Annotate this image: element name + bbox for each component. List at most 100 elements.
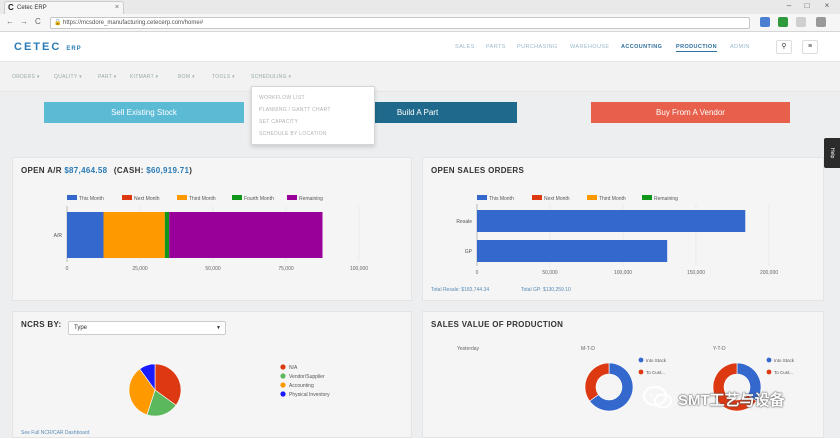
legend-dot [280, 382, 286, 388]
nav-admin[interactable]: ADMIN [730, 44, 750, 50]
x-tick-label: 75,000 [278, 266, 294, 272]
reload-button[interactable]: C [35, 17, 41, 26]
y-category-label: A/R [54, 233, 63, 239]
ncr-dashboard-link[interactable]: See Full NCR/CAR Dashboard [21, 430, 90, 436]
caret-down-icon: ▼ [216, 325, 221, 331]
bar-this-month [477, 240, 668, 262]
window-close-icon[interactable]: × [824, 1, 830, 10]
legend-label: To Cust... [774, 370, 793, 375]
legend-label: Third Month [599, 196, 626, 202]
nav-production[interactable]: PRODUCTION [676, 44, 717, 52]
close-icon[interactable]: × [114, 4, 119, 11]
legend-label: Accounting [289, 383, 314, 389]
subnav-quality[interactable]: QUALITY ▾ [54, 74, 82, 80]
pie-slice-into-stock [589, 362, 634, 412]
legend-label: Into Stock [774, 358, 795, 363]
scheduling-dropdown: WORKFLOW LIST PLANNING / GANTT CHART SET… [251, 86, 375, 145]
url-bar[interactable]: 🔒 https://mcsdore_manufacturing.cetecerp… [50, 17, 750, 29]
legend-label: Physical Inventory [289, 392, 330, 398]
bar-third-month [103, 212, 165, 258]
legend-label: This Month [489, 196, 514, 202]
minimize-icon[interactable]: – [786, 1, 792, 10]
cash-label: (CASH: [113, 166, 144, 175]
legend-label: Fourth Month [244, 196, 274, 202]
legend-swatch [587, 195, 597, 200]
dropdown-item-workflow-list[interactable]: WORKFLOW LIST [259, 95, 305, 101]
x-tick-label: 100,000 [614, 270, 632, 276]
bar-this-month [67, 212, 104, 258]
legend-label: Vendor/Supplier [289, 374, 325, 380]
cash-amount[interactable]: $60,919.71 [146, 166, 190, 175]
open-ar-amount[interactable]: $87,464.58 [64, 166, 108, 175]
cash-close: ) [189, 166, 193, 175]
browser-toolbar: ← → C 🔒 https://mcsdore_manufacturing.ce… [0, 14, 840, 32]
total-gp[interactable]: Total GP: $130,259.10 [521, 287, 571, 293]
subnav-scheduling[interactable]: SCHEDULING ▾ [251, 74, 292, 80]
nav-parts[interactable]: PARTS [486, 44, 506, 50]
sub-navigation: ORDERS ▾ QUALITY ▾ PART ▾ KITMART ▾ BOM … [0, 62, 840, 92]
legend-dot [280, 391, 286, 397]
pie-slice-physical-inventory [139, 363, 156, 391]
menu-icon[interactable] [816, 17, 826, 27]
bar-this-month [477, 210, 746, 232]
lock-icon: 🔒 [54, 20, 62, 26]
cetec-favicon-icon: C [8, 3, 14, 12]
legend-label: This Month [79, 196, 104, 202]
search-button[interactable]: ⚲ [776, 40, 792, 54]
legend-swatch [177, 195, 187, 200]
x-tick-label: 100,000 [350, 266, 368, 272]
sell-existing-stock-button[interactable]: Sell Existing Stock [44, 102, 244, 123]
select-value: Type [74, 325, 88, 331]
dropdown-item-planning[interactable]: PLANNING / GANTT CHART [259, 107, 331, 113]
legend-label: Third Month [189, 196, 216, 202]
nav-warehouse[interactable]: WAREHOUSE [570, 44, 610, 50]
subnav-part[interactable]: PART ▾ [98, 74, 117, 80]
sales-value-charts: Into Stock To Cust... Into Stock To Cust... [584, 357, 795, 412]
legend-swatch [477, 195, 487, 200]
extension-icon[interactable] [778, 17, 788, 27]
legend-swatch [532, 195, 542, 200]
maximize-icon[interactable]: □ [804, 1, 810, 10]
help-tab[interactable]: Help [824, 138, 840, 168]
pie-slice-to-cust- [712, 362, 757, 412]
browser-tab[interactable]: C Cetec ERP × [4, 1, 124, 14]
logo-text: CETEC [14, 41, 62, 53]
subnav-orders[interactable]: ORDERS ▾ [12, 74, 40, 80]
sales-value-panel: SALES VALUE OF PRODUCTION Yesterday M-T-… [422, 311, 824, 438]
forward-button[interactable]: → [20, 17, 28, 26]
extension-icon[interactable] [796, 17, 806, 27]
open-ar-chart: This Month Next Month Third Month Fourth Mo… [54, 195, 368, 272]
pie-slice-to-cust- [584, 362, 610, 402]
subnav-tools[interactable]: TOOLS ▾ [212, 74, 235, 80]
buy-from-vendor-button[interactable]: Buy From A Vendor [591, 102, 790, 123]
subnav-kitmart[interactable]: KITMART ▾ [130, 74, 159, 80]
wechat-icon [643, 386, 672, 409]
extension-icon[interactable] [760, 17, 770, 27]
back-button[interactable]: ← [6, 17, 14, 26]
legend-label: Remaining [299, 196, 323, 202]
hamburger-icon: ≡ [807, 43, 813, 50]
logo[interactable]: CETEC ERP [14, 41, 82, 53]
nav-purchasing[interactable]: PURCHASING [517, 44, 558, 50]
x-tick-label: 50,000 [542, 270, 558, 276]
subnav-bom[interactable]: BOM ▾ [178, 74, 195, 80]
legend-dot [280, 373, 286, 379]
legend-swatch [287, 195, 297, 200]
menu-button[interactable]: ≡ [802, 40, 818, 54]
pie-slice-n-a [154, 363, 182, 406]
x-tick-label: 50,000 [205, 266, 221, 272]
legend-label: N/A [289, 365, 298, 371]
nav-accounting[interactable]: ACCOUNTING [621, 44, 663, 50]
legend-dot [638, 369, 644, 375]
x-tick-label: 0 [476, 270, 479, 276]
ncrs-type-select[interactable]: Type ▼ [68, 321, 226, 335]
dropdown-item-schedule-by-location[interactable]: SCHEDULE BY LOCATION [259, 131, 327, 137]
watermark-text: SMT工艺与设备 [678, 392, 785, 409]
open-sales-orders-panel: OPEN SALES ORDERS This Month Next Month Th… [422, 157, 824, 301]
nav-sales[interactable]: SALES [455, 44, 475, 50]
dropdown-item-set-capacity[interactable]: SET CAPACITY [259, 119, 299, 125]
total-resale[interactable]: Total Resale: $183,744.34 [431, 287, 490, 293]
legend-swatch [232, 195, 242, 200]
ncrs-pie-chart: N/A Vendor/Supplier Accounting Physical Inv… [128, 363, 330, 417]
ytd-label: Y-T-D [713, 346, 726, 352]
